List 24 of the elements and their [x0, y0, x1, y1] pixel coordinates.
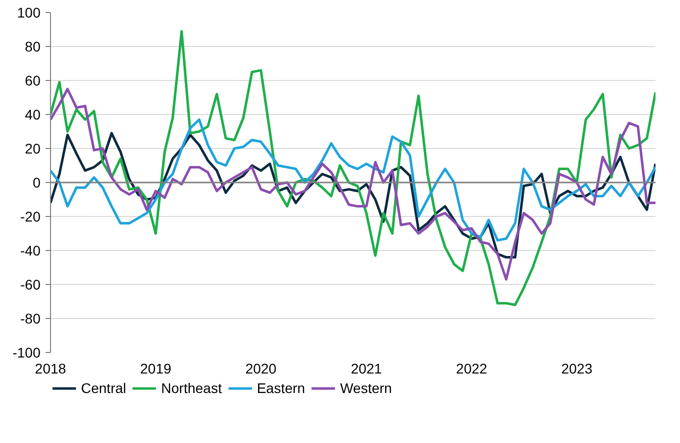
y-tick-label: 0 — [32, 174, 41, 190]
x-tick-label: 2020 — [245, 360, 277, 376]
x-tick-label: 2022 — [456, 360, 488, 376]
x-tick-label: 2018 — [34, 360, 66, 376]
x-tick-label: 2019 — [140, 360, 172, 376]
y-tick-label: -100 — [12, 344, 41, 360]
y-tick-label: 20 — [24, 140, 41, 156]
x-tick-label: 2023 — [561, 360, 593, 376]
y-tick-label: 80 — [24, 38, 41, 54]
y-tick-label: 40 — [24, 106, 41, 122]
line-series — [50, 30, 656, 306]
y-tick-label: 100 — [17, 4, 41, 20]
y-tick-label: -60 — [20, 276, 41, 292]
legend-label: Eastern — [256, 380, 306, 396]
legend-label: Central — [81, 380, 126, 396]
legend-label: Western — [340, 380, 392, 396]
y-tick-label: -80 — [20, 310, 41, 326]
line-series — [50, 88, 656, 281]
y-tick-label: 60 — [24, 72, 41, 88]
legend-label: Northeast — [161, 380, 222, 396]
y-tick-label: -20 — [20, 208, 41, 224]
line-series — [50, 118, 656, 242]
y-tick-label: -40 — [20, 242, 41, 258]
x-tick-label: 2021 — [350, 360, 382, 376]
